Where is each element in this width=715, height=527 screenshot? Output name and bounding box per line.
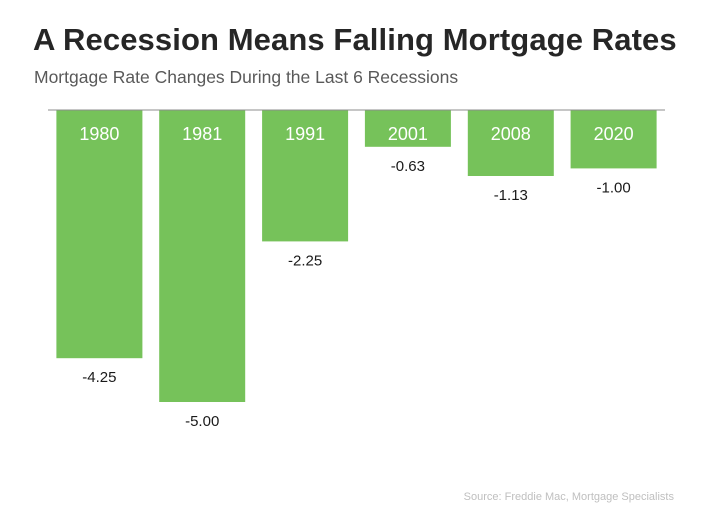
chart-subtitle: Mortgage Rate Changes During the Last 6 … (34, 67, 459, 87)
value-label-1980: -4.25 (82, 369, 116, 386)
value-label-2020: -1.00 (596, 179, 630, 196)
category-label-1980: 1980 (79, 124, 119, 144)
value-label-1991: -2.25 (288, 252, 322, 269)
bar-1981 (159, 110, 246, 402)
category-label-1991: 1991 (285, 124, 325, 144)
category-label-2008: 2008 (491, 124, 531, 144)
value-label-1981: -5.00 (185, 413, 219, 430)
bar-2008 (467, 110, 554, 176)
bar-2001 (364, 110, 451, 147)
category-label-1981: 1981 (182, 124, 222, 144)
value-label-2008: -1.13 (494, 187, 528, 204)
chart-title: A Recession Means Falling Mortgage Rates (33, 22, 677, 57)
bars-group (56, 110, 657, 402)
category-label-2001: 2001 (388, 124, 428, 144)
bar-2020 (570, 110, 657, 169)
bar-1991 (262, 110, 349, 242)
source-note: Source: Freddie Mac, Mortgage Specialist… (463, 491, 674, 503)
bar-1980 (56, 110, 143, 359)
labels-group: 1980 -4.25 1981 -5.00 1991 -2.25 2001 -0.63 2008… (79, 124, 633, 430)
category-label-2020: 2020 (594, 124, 634, 144)
value-label-2001: -0.63 (391, 158, 425, 175)
